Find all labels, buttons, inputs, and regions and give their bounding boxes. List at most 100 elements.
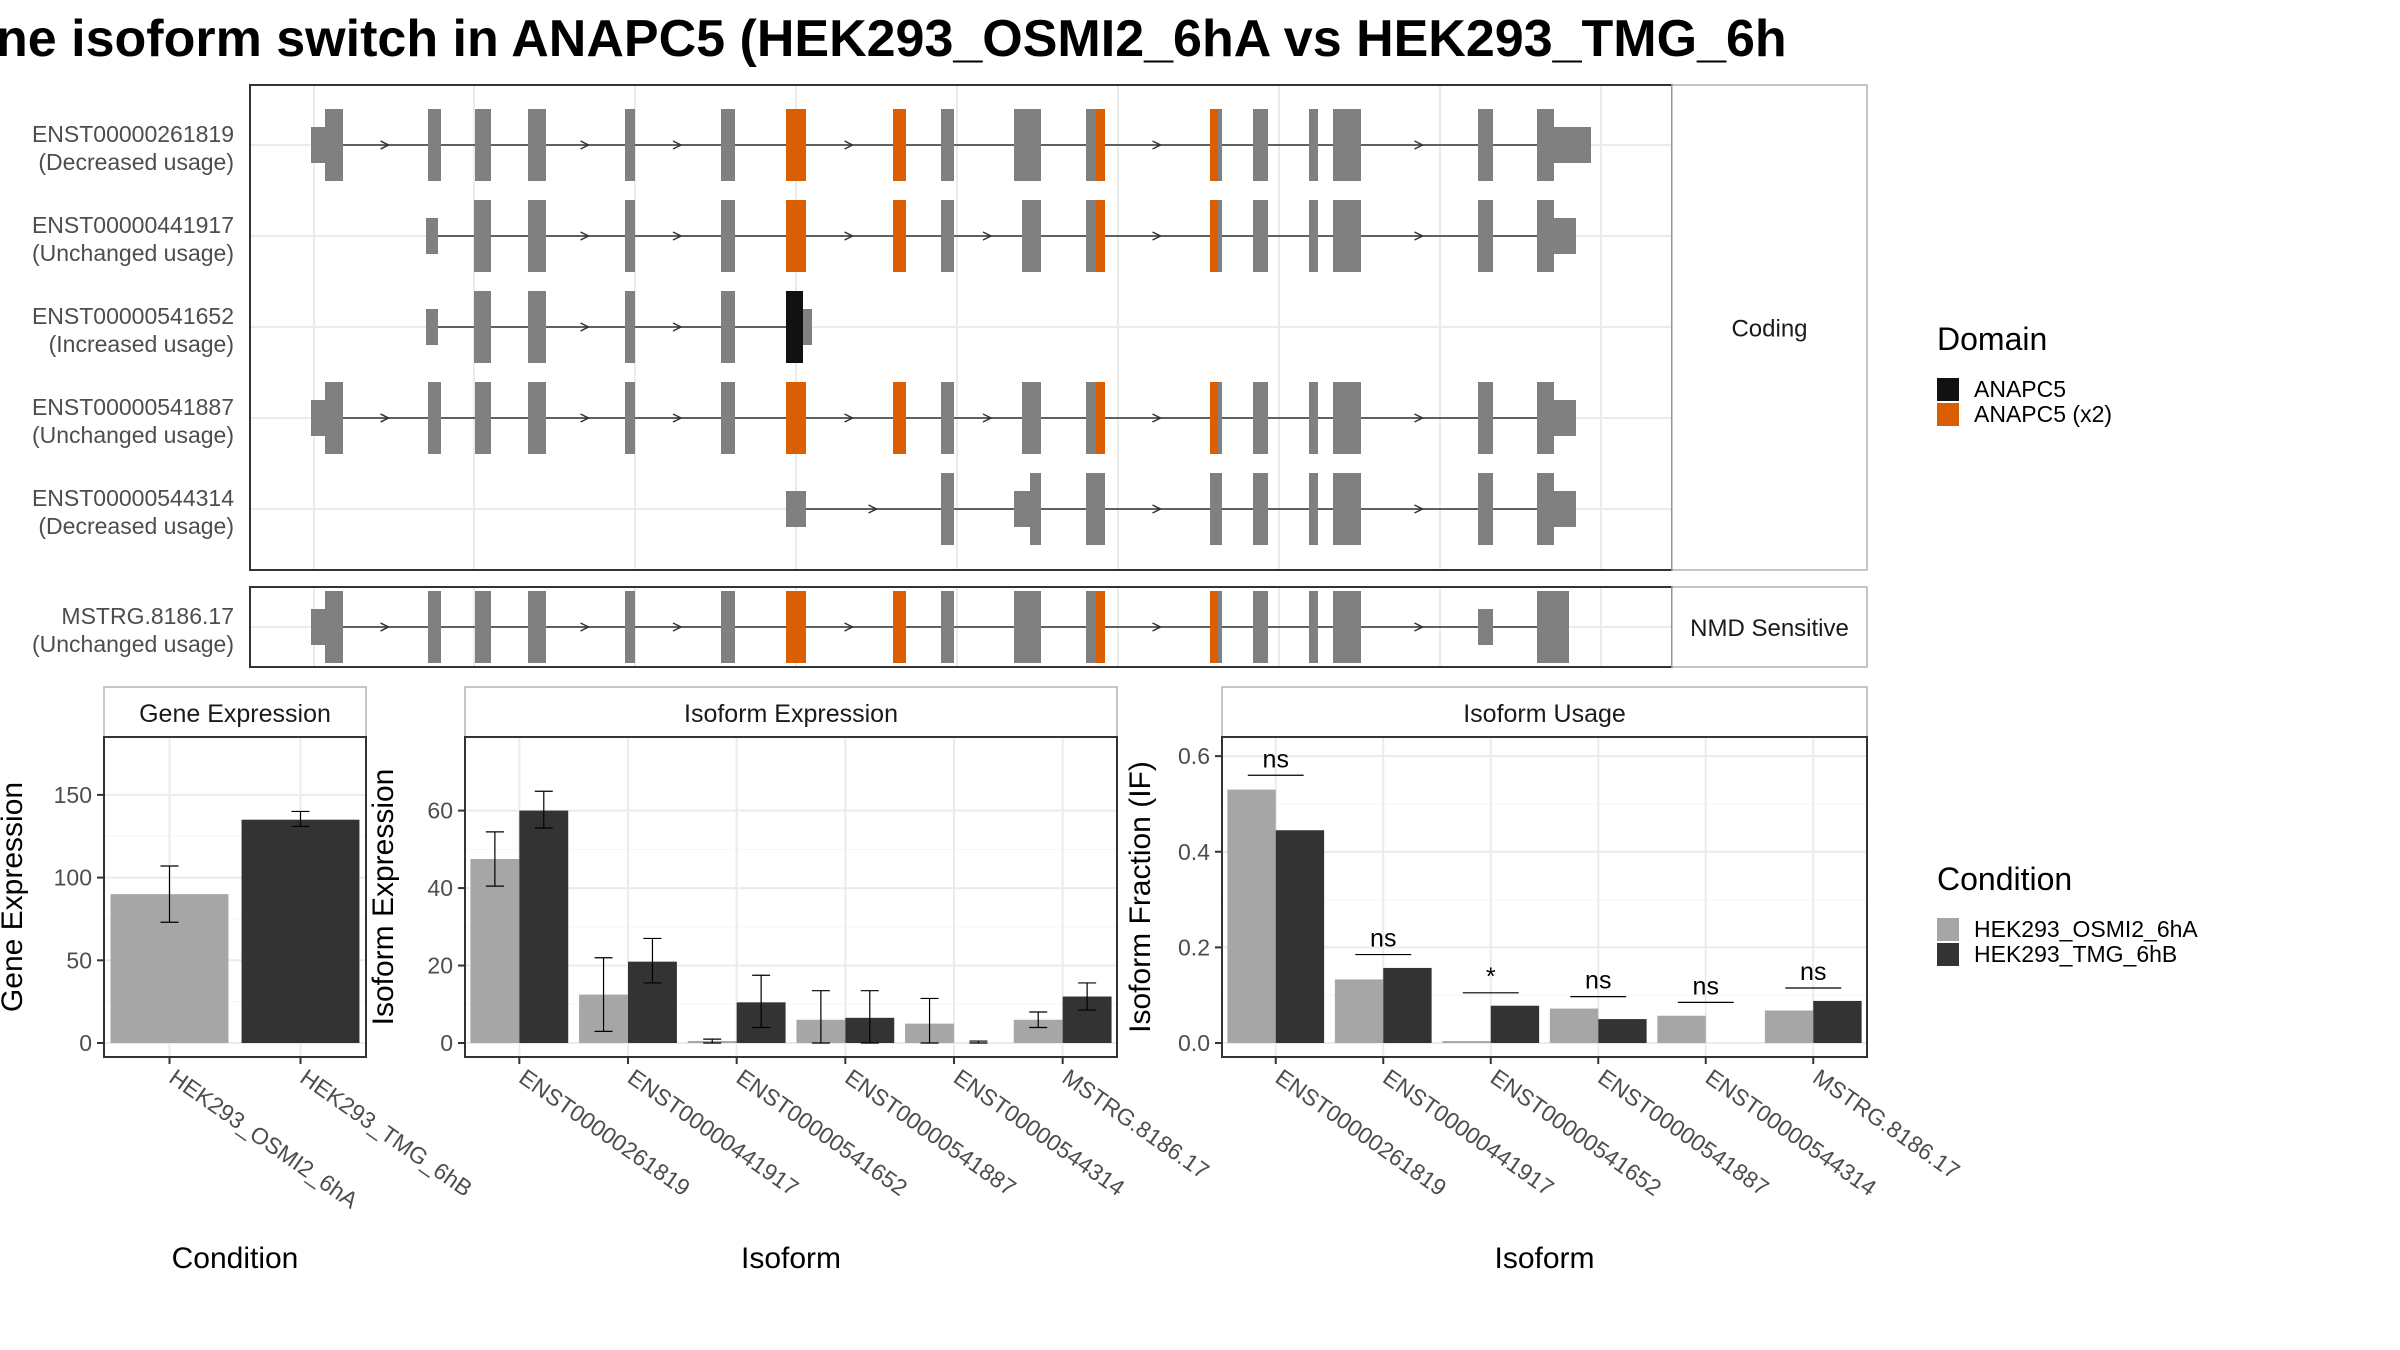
exon bbox=[1537, 591, 1569, 663]
exon-domain-anapc5-x2 bbox=[1210, 109, 1218, 181]
bar bbox=[1549, 1008, 1599, 1043]
exon bbox=[1309, 382, 1318, 454]
chart-plot-border bbox=[103, 736, 367, 1058]
bar bbox=[1813, 1000, 1862, 1043]
exon-domain-anapc5-x2 bbox=[1096, 200, 1105, 272]
direction-arrow bbox=[1414, 140, 1425, 150]
exon bbox=[1022, 200, 1041, 272]
exon bbox=[1348, 609, 1361, 645]
y-axis-label: Isoform Expression bbox=[367, 769, 400, 1026]
exon bbox=[1086, 200, 1096, 272]
direction-arrow bbox=[1152, 140, 1163, 150]
chart-strip-label: Isoform Usage bbox=[1463, 700, 1626, 728]
transcript-row bbox=[311, 109, 1591, 181]
exon-domain-anapc5-x2 bbox=[1096, 591, 1105, 663]
exon bbox=[1333, 382, 1361, 454]
exon bbox=[1537, 109, 1554, 181]
exon bbox=[1478, 473, 1493, 545]
exon-domain-anapc5-x2 bbox=[1096, 109, 1105, 181]
exon bbox=[426, 218, 438, 254]
transcript-row bbox=[311, 382, 1576, 454]
y-tick-label: 0 bbox=[440, 1030, 453, 1056]
direction-arrow bbox=[844, 622, 855, 632]
y-tick-label: 100 bbox=[54, 865, 92, 891]
transcript-row bbox=[786, 473, 1576, 545]
exon bbox=[528, 109, 546, 181]
y-axis-label: Gene Expression bbox=[0, 782, 29, 1012]
exon bbox=[941, 473, 954, 545]
y-tick-label: 60 bbox=[427, 798, 453, 824]
exon bbox=[941, 200, 954, 272]
exon bbox=[1218, 591, 1222, 663]
exon bbox=[528, 382, 546, 454]
legend-label: ANAPC5 bbox=[1974, 376, 2066, 402]
exon-domain-anapc5 bbox=[786, 291, 803, 363]
exon bbox=[721, 109, 735, 181]
bar bbox=[1227, 789, 1276, 1043]
exon-domain-anapc5-x2 bbox=[893, 200, 906, 272]
y-tick-label: 50 bbox=[66, 947, 92, 973]
exon bbox=[1030, 473, 1041, 545]
legend-swatch bbox=[1937, 943, 1959, 966]
direction-arrow bbox=[380, 413, 391, 423]
exon bbox=[803, 309, 812, 345]
exon bbox=[1333, 473, 1361, 545]
exon bbox=[721, 382, 735, 454]
page-title: ne isoform switch in ANAPC5 (HEK293_OSMI… bbox=[0, 10, 1787, 68]
exon bbox=[1309, 591, 1318, 663]
direction-arrow bbox=[982, 231, 993, 241]
exon-domain-anapc5-x2 bbox=[1210, 382, 1218, 454]
direction-arrow bbox=[580, 622, 591, 632]
bar bbox=[1764, 1010, 1814, 1043]
exon-domain-anapc5-x2 bbox=[786, 382, 806, 454]
transcript-label: ENST00000261819 bbox=[32, 121, 234, 147]
exon bbox=[325, 591, 343, 663]
exon bbox=[325, 109, 343, 181]
chart-isoform-expression: Isoform Expression0204060ENST00000261819… bbox=[367, 686, 1214, 1275]
exon-domain-anapc5-x2 bbox=[786, 109, 806, 181]
bar bbox=[1275, 830, 1325, 1043]
exon bbox=[428, 109, 441, 181]
exon bbox=[1309, 473, 1318, 545]
chart-strip bbox=[103, 686, 367, 738]
y-tick-label: 0.4 bbox=[1178, 839, 1210, 865]
y-axis-label: Isoform Fraction (IF) bbox=[1124, 761, 1157, 1033]
expression-charts: Gene Expression050100150HEK293_OSMI2_6hA… bbox=[0, 686, 1965, 1275]
chart-strip-label: Gene Expression bbox=[139, 700, 331, 728]
x-axis-label: Isoform bbox=[741, 1242, 841, 1275]
exon-domain-anapc5-x2 bbox=[1210, 200, 1218, 272]
direction-arrow bbox=[1152, 413, 1163, 423]
significance-label: ns bbox=[1263, 745, 1289, 773]
exon bbox=[1210, 473, 1222, 545]
legend-title: Condition bbox=[1937, 861, 2072, 897]
legend-swatch bbox=[1937, 378, 1959, 401]
exon bbox=[1253, 200, 1268, 272]
exon bbox=[480, 291, 491, 363]
significance-label: * bbox=[1486, 963, 1496, 991]
exon bbox=[475, 382, 491, 454]
exon bbox=[941, 109, 954, 181]
exon bbox=[475, 591, 491, 663]
exon bbox=[941, 591, 954, 663]
direction-arrow bbox=[672, 231, 683, 241]
exon-domain-anapc5-x2 bbox=[1096, 382, 1105, 454]
exon-domain-anapc5-x2 bbox=[893, 109, 906, 181]
direction-arrow bbox=[844, 231, 855, 241]
exon bbox=[528, 591, 546, 663]
exon bbox=[1086, 591, 1096, 663]
exon-domain-anapc5-x2 bbox=[1210, 591, 1218, 663]
y-tick-label: 150 bbox=[54, 782, 92, 808]
legend-label: HEK293_OSMI2_6hA bbox=[1974, 916, 2198, 942]
x-axis-label: Isoform bbox=[1494, 1242, 1594, 1275]
exon bbox=[1478, 609, 1493, 645]
chart-plot-border bbox=[1221, 736, 1868, 1058]
facet-strip-label: NMD Sensitive bbox=[1690, 615, 1849, 642]
direction-arrow bbox=[580, 413, 591, 423]
exon bbox=[1554, 491, 1576, 527]
direction-arrow bbox=[844, 413, 855, 423]
transcript-usage-label: (Decreased usage) bbox=[38, 513, 234, 539]
exon bbox=[475, 109, 491, 181]
direction-arrow bbox=[1414, 231, 1425, 241]
transcript-label: ENST00000541887 bbox=[32, 394, 234, 420]
